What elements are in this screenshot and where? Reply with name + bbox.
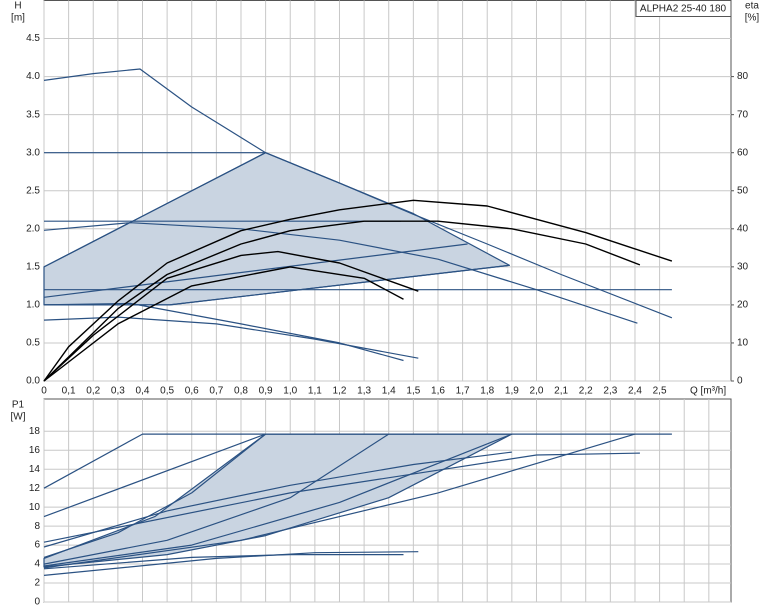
x-tick-label: 2,4 (628, 386, 642, 397)
x-axis-label: Q [m³/h] (690, 386, 726, 397)
x-tick-label: 0,9 (259, 386, 273, 397)
y-tick-label: 6 (34, 540, 40, 551)
curve (43, 68, 673, 319)
x-tick-label: 0,1 (62, 386, 76, 397)
y-tick-label: 18 (29, 426, 41, 437)
x-tick-label: 0,4 (136, 386, 150, 397)
y-tick-label: 1.0 (26, 300, 40, 311)
y2-tick-label: 10 (737, 338, 749, 349)
x-tick-label: 2,1 (554, 386, 568, 397)
x-tick-label: 1,6 (431, 386, 445, 397)
x-tick-label: 1,7 (456, 386, 470, 397)
curve (43, 250, 419, 382)
x-tick-label: 0,5 (160, 386, 174, 397)
y2-tick-label: 60 (737, 147, 749, 158)
x-tick-label: 1,4 (382, 386, 396, 397)
curve (43, 302, 404, 362)
y2-axis-unit: [%] (745, 13, 760, 24)
y-tick-label: 0.0 (26, 376, 40, 387)
y-tick-label: 4 (34, 559, 40, 570)
y-tick-label: 3.5 (26, 109, 40, 120)
y-tick-label: 1.5 (26, 261, 40, 272)
y-axis-unit: [W] (11, 412, 26, 423)
curve (43, 433, 390, 565)
grid (43, 399, 731, 603)
x-tick-label: 0,3 (111, 386, 125, 397)
x-tick-label: 2,5 (653, 386, 667, 397)
x-tick-label: 2,3 (603, 386, 617, 397)
y-tick-label: 4.0 (26, 71, 40, 82)
curve (43, 433, 636, 569)
y2-tick-label: 0 (737, 376, 743, 387)
x-tick-label: 1,0 (283, 386, 297, 397)
y2-tick-label: 70 (737, 109, 749, 120)
y-axis-label: P1 (12, 400, 25, 411)
curve (43, 433, 672, 489)
chart-title: ALPHA2 25-40 180 (640, 4, 727, 15)
y-tick-label: 8 (34, 521, 40, 532)
y-tick-label: 14 (29, 464, 41, 475)
x-tick-label: 0,6 (185, 386, 199, 397)
x-tick-label: 1,9 (505, 386, 519, 397)
x-tick-label: 1,5 (406, 386, 420, 397)
curve (43, 433, 266, 558)
grid (43, 0, 731, 382)
curve (43, 152, 266, 268)
curve (43, 452, 640, 543)
y-axis-label: H (14, 1, 21, 12)
curve (43, 433, 266, 518)
y-axis-unit: [m] (11, 13, 25, 24)
area (43, 433, 513, 568)
y-tick-label: 0.5 (26, 338, 40, 349)
y2-tick-label: 50 (737, 185, 749, 196)
y-tick-label: 2 (34, 578, 40, 589)
curve (43, 199, 673, 382)
x-tick-label: 1,2 (333, 386, 347, 397)
y2-tick-label: 40 (737, 223, 749, 234)
curve (43, 243, 468, 298)
x-tick-label: 2,2 (579, 386, 593, 397)
y-tick-label: 12 (29, 483, 41, 494)
bottom-frame (43, 398, 732, 603)
x-tick-label: 0 (41, 386, 47, 397)
plots (43, 0, 731, 603)
curve (44, 264, 510, 306)
x-tick-label: 1,1 (308, 386, 322, 397)
y2-tick-label: 30 (737, 261, 749, 272)
curve (43, 220, 641, 382)
x-tick-label: 1,3 (357, 386, 371, 397)
x-tick-label: 0,2 (86, 386, 100, 397)
y-tick-label: 4.5 (26, 33, 40, 44)
y-tick-label: 0 (34, 597, 40, 608)
y-tick-label: 16 (29, 445, 41, 456)
y-tick-label: 2.5 (26, 185, 40, 196)
title-box (635, 0, 732, 17)
curve (43, 222, 638, 324)
x-tick-label: 0,7 (209, 386, 223, 397)
curve (43, 554, 404, 570)
x-tick-label: 0,8 (234, 386, 248, 397)
y2-tick-label: 20 (737, 300, 749, 311)
x-tick-label: 1,8 (480, 386, 494, 397)
curve (43, 266, 404, 382)
y2-tick-label: 80 (737, 71, 749, 82)
y-tick-label: 3.0 (26, 147, 40, 158)
y-tick-label: 10 (29, 502, 41, 513)
y2-axis-label: eta (745, 1, 759, 12)
y-tick-label: 2.0 (26, 223, 40, 234)
x-tick-label: 2,0 (530, 386, 544, 397)
curve (43, 451, 512, 548)
curve (43, 433, 513, 567)
